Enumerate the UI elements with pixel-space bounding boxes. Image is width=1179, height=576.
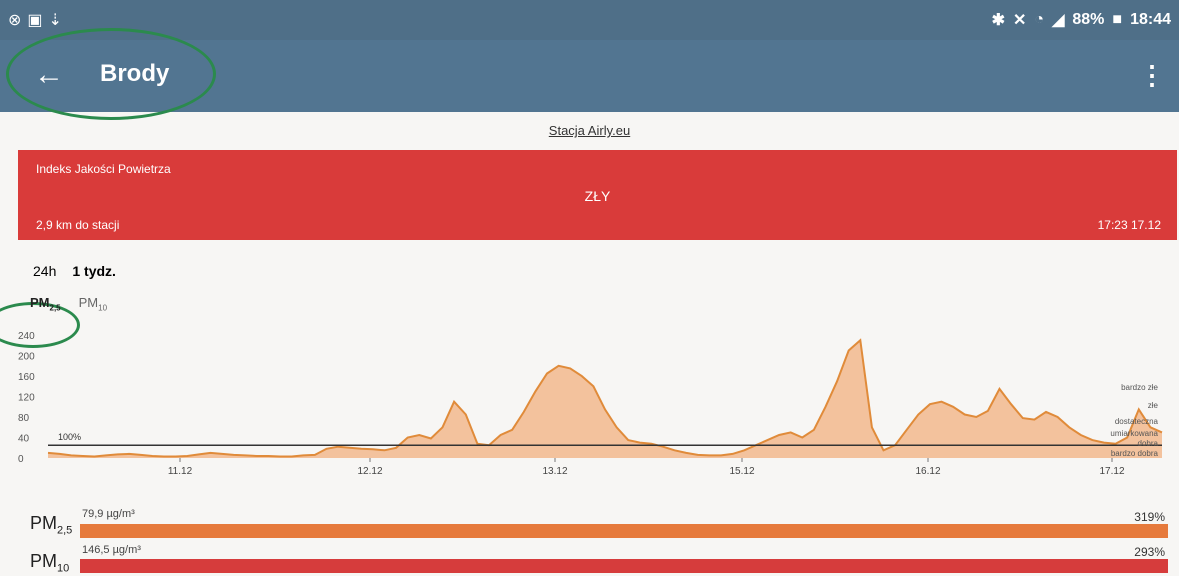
level-label: dostateczna <box>1115 417 1159 426</box>
arrow-left-icon[interactable]: ← <box>34 58 64 91</box>
station-distance: 2,9 km do stacji <box>36 218 120 232</box>
y-tick-label: 40 <box>18 434 30 445</box>
tab-pm25[interactable]: PM2,5 <box>30 295 61 313</box>
x-tick-label: 11.12 <box>168 466 193 477</box>
status-bar: ⊗ ▣ ⇣ ✱ ✕ ◔ ◢ 88% ■ 18:44 <box>0 0 1179 40</box>
pm25-label: PM2,5 <box>30 513 73 537</box>
y-tick-label: 200 <box>18 352 35 363</box>
y-tick-label: 0 <box>18 454 24 465</box>
level-label: złe <box>1148 401 1159 410</box>
pm10-bar <box>80 559 1168 573</box>
y-tick-label: 80 <box>18 413 30 424</box>
pm10-value: 146,5 µg/m³ <box>82 544 141 556</box>
aqi-label: Indeks Jakości Powietrza <box>36 162 171 176</box>
y-tick-label: 160 <box>18 372 35 383</box>
level-label: dobra <box>1138 439 1159 448</box>
pm25-percent: 319% <box>1134 510 1165 524</box>
clock: 18:44 <box>1130 11 1171 28</box>
tab-pm10[interactable]: PM10 <box>78 295 108 313</box>
y-tick-label: 120 <box>18 393 35 404</box>
aqi-status: ZŁY <box>584 188 611 204</box>
page-title: Brody <box>100 60 170 87</box>
battery-icon: ■ <box>1112 11 1123 28</box>
pollutant-tabs: PM2,5 PM10 <box>30 295 107 313</box>
image-icon: ▣ <box>27 12 43 29</box>
pm10-label: PM10 <box>30 551 70 575</box>
aqi-banner: Indeks Jakości Powietrza ZŁY 2,9 km do s… <box>18 150 1177 240</box>
pollution-chart: 0 40 80 120 160 200 240 100% 11.12 12.12 13.12 15.1… <box>18 331 1163 477</box>
app-bar: ← Brody ⋮ <box>0 40 1179 112</box>
bluetooth-icon: ✱ <box>991 12 1005 29</box>
tab-1-week[interactable]: 1 tydz. <box>72 263 116 279</box>
wifi-icon: ◔ <box>1034 11 1045 28</box>
level-label: umiarkowana <box>1110 429 1158 438</box>
status-right: ✱ ✕ ◔ ◢ 88% ■ 18:44 <box>992 10 1171 30</box>
x-tick-label: 13.12 <box>542 466 567 477</box>
vibrate-icon: ✕ <box>1012 12 1027 29</box>
update-time: 17:23 17.12 <box>1097 218 1161 232</box>
pm10-percent: 293% <box>1134 545 1165 559</box>
x-tick-label: 17.12 <box>1099 466 1124 477</box>
level-label: bardzo złe <box>1121 383 1158 392</box>
pm25-bar <box>80 524 1168 538</box>
signal-icon: ◢ <box>1052 12 1065 29</box>
tab-24h[interactable]: 24h <box>33 263 57 279</box>
camera-icon: ⊗ <box>8 12 22 29</box>
range-tabs: 24h 1 tydz. <box>33 263 116 279</box>
series-line <box>47 338 1163 458</box>
series-area <box>48 340 1162 458</box>
x-tick-label: 15.12 <box>729 466 754 477</box>
y-tick-label: 240 <box>18 331 35 342</box>
pm25-value: 79,9 µg/m³ <box>82 508 135 520</box>
station-link[interactable]: Stacja Airly.eu <box>548 123 631 138</box>
download-icon: ⇣ <box>48 12 62 29</box>
more-vert-icon[interactable]: ⋮ <box>1139 60 1165 90</box>
x-tick-label: 12.12 <box>357 466 382 477</box>
battery-level: 88% <box>1072 11 1105 28</box>
norm-line-label: 100% <box>58 432 81 442</box>
level-label: bardzo dobra <box>1111 449 1159 458</box>
status-left-icons: ⊗ ▣ ⇣ <box>8 10 62 30</box>
x-tick-label: 16.12 <box>915 466 940 477</box>
